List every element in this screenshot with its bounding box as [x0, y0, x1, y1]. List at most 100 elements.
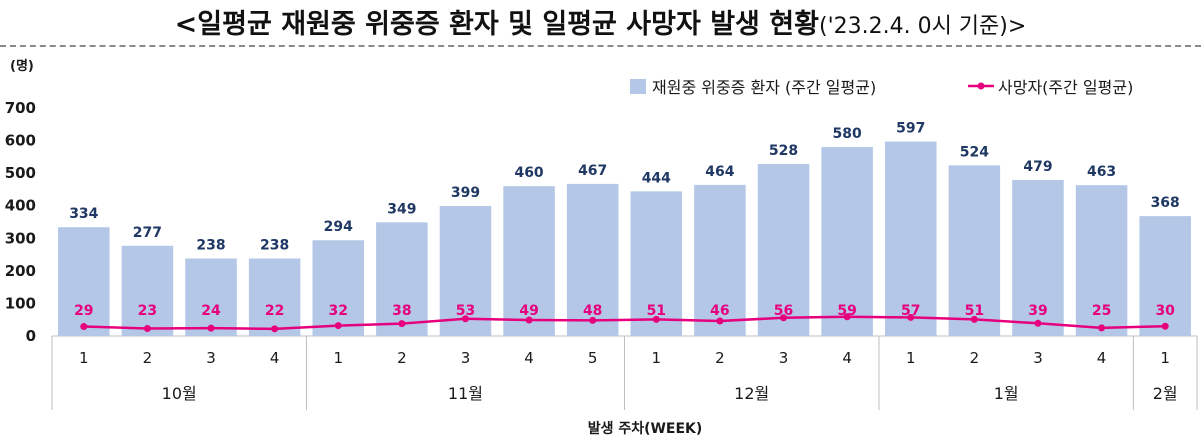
bar-value-label: 444	[642, 170, 671, 186]
x-tick-label: 1	[1160, 349, 1170, 367]
line-point	[461, 315, 469, 323]
bar-series	[58, 141, 1191, 336]
x-tick-label: 2	[143, 349, 153, 367]
x-tick-label: 3	[461, 349, 471, 367]
line-value-label: 29	[74, 303, 93, 319]
bar	[439, 206, 492, 336]
bar-value-label: 334	[69, 206, 98, 222]
x-axis: 1 2 3 4 1 2 3 4 5 1 2 3 4 1 2 3 4 1 10월 11월 12월 1월 2월	[51, 336, 1198, 410]
y-tick-label: 200	[5, 262, 36, 280]
x-group-label: 2월	[1153, 384, 1178, 403]
bar	[566, 183, 619, 336]
bar	[1012, 179, 1064, 336]
bar	[821, 147, 873, 336]
x-tick-label: 1	[79, 349, 89, 367]
bar	[121, 245, 174, 336]
x-axis-title: 발생 주차(WEEK)	[588, 420, 703, 437]
bar	[58, 227, 110, 336]
line-point	[970, 315, 978, 323]
y-tick-label: 400	[5, 197, 36, 215]
line-value-label: 24	[201, 303, 221, 319]
bar-value-label: 597	[896, 121, 925, 137]
bar	[312, 240, 365, 336]
bar	[376, 222, 428, 336]
line-point	[716, 317, 724, 325]
x-tick-label: 2	[397, 349, 407, 367]
chart-title: <일평균 재원중 위중증 환자 및 일평균 사망자 발생 현황('23.2.4.…	[0, 2, 1201, 41]
bar-value-label: 277	[133, 225, 162, 241]
line-point	[334, 322, 342, 330]
x-tick-label: 5	[588, 349, 598, 367]
x-tick-label: 4	[270, 349, 280, 367]
legend-marker-line	[977, 82, 985, 90]
bar-data-labels: 334 277 238 238 294 349 399 460 467 444 464 528 580 5…	[69, 121, 1180, 254]
bar-value-label: 460	[514, 165, 543, 181]
line-point	[525, 316, 533, 324]
bar-value-label: 580	[833, 126, 862, 142]
y-tick-label: 600	[5, 132, 36, 150]
axes: 0 100 200 300 400 500 600 700	[5, 99, 1197, 345]
bar	[503, 186, 555, 336]
line-value-label: 39	[1028, 303, 1047, 319]
x-tick-label: 3	[779, 349, 789, 367]
bar	[948, 165, 1001, 336]
line-point	[1161, 322, 1169, 330]
line-point	[843, 313, 851, 321]
line-value-label: 53	[456, 303, 475, 319]
legend-swatch-bars	[630, 79, 646, 94]
line-point	[143, 325, 151, 333]
bar-value-label: 467	[578, 163, 607, 179]
bar-value-label: 238	[260, 237, 289, 253]
line-value-label: 56	[774, 303, 793, 319]
bar	[1139, 216, 1191, 336]
x-tick-label: 1	[333, 349, 343, 367]
bar-value-label: 399	[451, 185, 480, 201]
line-point	[1034, 319, 1042, 327]
x-group-label: 1월	[994, 384, 1019, 403]
x-group-label: 12월	[734, 384, 769, 403]
x-group-label: 10월	[162, 384, 197, 403]
chart-title-main: <일평균 재원중 위중증 환자 및 일평균 사망자 발생 현황	[174, 9, 819, 40]
x-tick-label: 1	[652, 349, 662, 367]
line-point	[780, 314, 788, 322]
line-value-label: 59	[837, 303, 856, 319]
bar-value-label: 294	[324, 219, 353, 235]
legend-label-line: 사망자(주간 일평균)	[998, 78, 1133, 97]
line-series	[80, 313, 1169, 333]
line-value-label: 49	[519, 303, 538, 319]
y-tick-label: 300	[5, 229, 36, 247]
chart-title-sub: ('23.2.4. 0시 기준)>	[818, 14, 1027, 39]
bar	[185, 258, 237, 336]
line-point	[1098, 324, 1106, 332]
line-point	[398, 320, 406, 328]
y-tick-label: 0	[26, 327, 36, 345]
line-point	[207, 324, 215, 332]
line-value-label: 51	[965, 303, 984, 319]
line-point	[80, 323, 88, 331]
x-tick-label: 1	[906, 349, 916, 367]
line-value-label: 57	[901, 303, 920, 319]
line-value-label: 23	[138, 303, 157, 319]
line-value-label: 46	[710, 303, 729, 319]
bar-value-label: 528	[769, 143, 798, 159]
bar-value-label: 463	[1087, 164, 1116, 180]
bar-value-label: 349	[387, 201, 416, 217]
line-data-labels: 29 23 24 22 32 38 53 49 48 51 46 56 59 57 51 39 25 30	[74, 303, 1175, 319]
x-tick-label: 3	[1033, 349, 1043, 367]
legend-label-bars: 재원중 위중증 환자 (주간 일평균)	[652, 78, 876, 97]
bar	[630, 191, 683, 336]
y-tick-label: 700	[5, 99, 36, 117]
line-value-label: 22	[265, 303, 284, 319]
bar	[248, 258, 301, 336]
line-value-label: 25	[1092, 303, 1111, 319]
x-group-label: 11월	[448, 384, 483, 403]
line-value-label: 51	[647, 303, 666, 319]
bar	[884, 141, 937, 336]
bar-value-label: 238	[196, 237, 225, 253]
x-tick-label: 2	[715, 349, 725, 367]
title-divider	[0, 45, 1201, 47]
line-value-label: 38	[392, 303, 411, 319]
bar-value-label: 464	[705, 164, 734, 180]
x-tick-label: 3	[206, 349, 216, 367]
